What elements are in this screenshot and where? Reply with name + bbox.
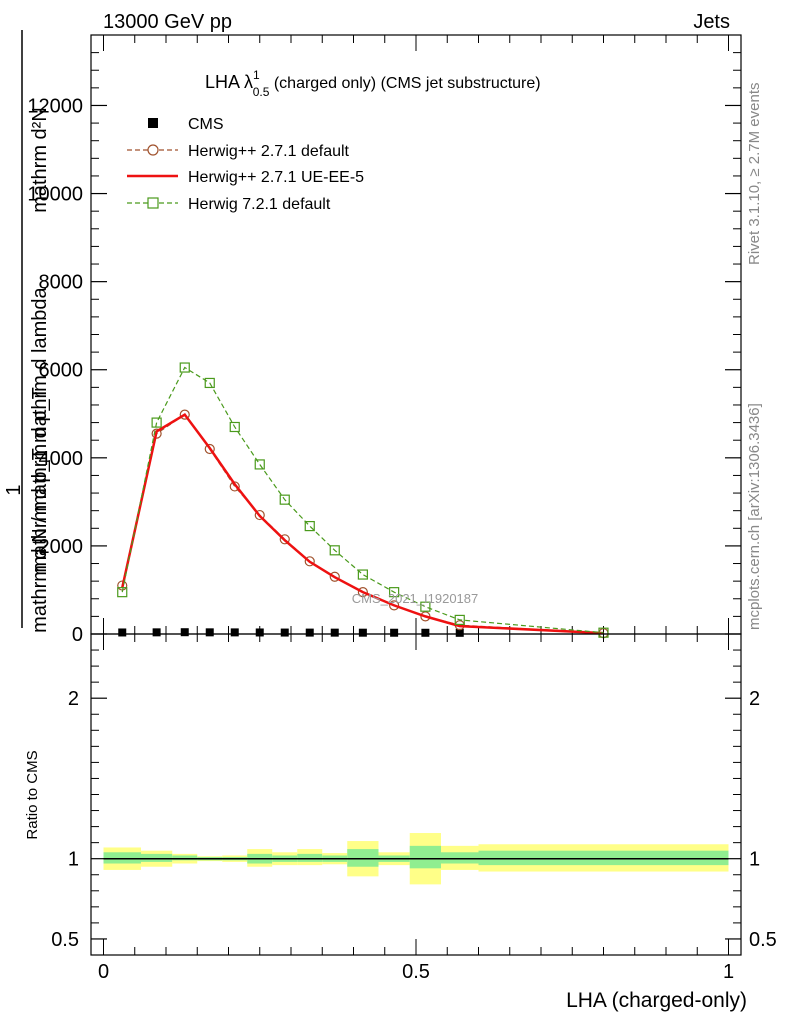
herwig721-point — [389, 587, 400, 598]
herwig721-point — [420, 601, 431, 612]
title-sub: 0.5 — [253, 85, 270, 99]
title-prefix: LHA λ — [205, 72, 253, 92]
herwig-default-point — [279, 534, 290, 545]
ratio-band-inner — [103, 852, 141, 864]
cms-data-point — [455, 628, 464, 637]
legend-entry-label: Herwig++ 2.7.1 UE-EE-5 — [188, 169, 364, 186]
ratio-y-tick-label-right: 2 — [749, 688, 760, 710]
ratio-y-ticks: 0.5 0.5 1 1 2 2 — [51, 649, 777, 951]
cms-data-point — [180, 628, 189, 637]
herwig721-point — [254, 459, 265, 470]
main-y-ticks: 0 2000 4000 6000 8000 10000 12000 — [27, 34, 741, 646]
ratio-band-inner — [172, 855, 198, 861]
herwig-default-point — [357, 587, 368, 598]
y-tick-label: 8000 — [39, 272, 84, 294]
ylabel-denominator: mathrm d p_T mathrm d lambda — [29, 286, 51, 572]
herwig721-point — [304, 520, 315, 532]
main-x-ticks — [103, 35, 729, 634]
header-jets: Jets — [693, 11, 730, 33]
legend: CMS Herwig++ 2.7.1 default Herwig++ 2.7.1 … — [127, 116, 364, 213]
herwig-default-point — [229, 481, 240, 492]
legend-cms-marker — [148, 118, 158, 128]
legend-entry-label: Herwig++ 2.7.1 default — [188, 143, 350, 160]
ratio-band-inner — [347, 849, 379, 867]
rivet-version: Rivet 3.1.10, ≥ 2.7M events — [746, 83, 763, 266]
cms-data-point — [421, 628, 430, 637]
x-tick-label: 1 — [723, 961, 734, 983]
y-tick-label: 6000 — [39, 360, 84, 382]
ratio-y-axis-label: Ratio to CMS — [24, 750, 41, 839]
ratio-y-tick-label-right: 0.5 — [749, 929, 777, 951]
main-y-axis-label: mathrm d²N mathrm d p_T mathrm d lambda … — [3, 30, 51, 633]
ylabel-numerator: mathrm d²N — [29, 107, 51, 213]
ratio-y-tick-label: 0.5 — [51, 929, 79, 951]
herwig-default-point — [204, 443, 215, 455]
main-series-layer — [117, 362, 609, 639]
herwig721-point — [357, 569, 368, 580]
herwig721-point — [329, 545, 340, 556]
y-tick-label: 2000 — [39, 536, 84, 558]
herwig721-point — [151, 417, 162, 428]
ratio-x-ticks: 0 0.5 1 — [98, 634, 734, 983]
plot-title: LHA λ1 0.5 (charged only) (CMS jet substr… — [205, 68, 541, 99]
legend-entry-label: Herwig 7.2.1 default — [188, 196, 331, 213]
ratio-y-tick-label-right: 1 — [749, 849, 760, 871]
cms-data-point — [152, 628, 161, 637]
herwig721-point — [204, 377, 215, 389]
cms-data-point — [118, 628, 127, 637]
ratio-band-inner — [441, 852, 479, 864]
title-sup: 1 — [253, 68, 260, 82]
title-suffix: (charged only) (CMS jet substructure) — [269, 75, 540, 92]
ratio-band-inner — [297, 853, 323, 862]
herwig-default-point — [389, 600, 400, 611]
ratio-plot-border — [90, 633, 742, 956]
cms-data-point — [255, 628, 264, 637]
y-tick-label: 12000 — [27, 95, 83, 117]
legend-square-marker — [147, 197, 159, 209]
herwig721-point — [117, 587, 128, 598]
cms-data-point — [230, 628, 239, 637]
ratio-band-inner — [141, 853, 173, 862]
series-line — [121, 413, 604, 635]
x-tick-label: 0 — [98, 961, 109, 983]
y-tick-label: 0 — [72, 624, 83, 646]
ratio-y-tick-label: 1 — [68, 849, 79, 871]
cms-data-point — [330, 628, 339, 637]
analysis-label: CMS_2021_I1920187 — [352, 591, 479, 606]
herwig-default-point — [254, 509, 265, 521]
herwig721-point — [179, 362, 190, 373]
x-tick-label: 0.5 — [402, 961, 430, 983]
cms-data-point — [390, 628, 399, 637]
cms-data-point — [205, 628, 214, 637]
ratio-plot-frame — [90, 633, 742, 956]
herwig721-point — [279, 494, 290, 505]
legend-circle-marker — [147, 144, 159, 156]
herwig-default-point — [304, 556, 315, 567]
ylabel-prefactor: 1 — [3, 484, 25, 495]
y-tick-label: 4000 — [39, 448, 84, 470]
cms-data-point — [358, 628, 367, 637]
x-axis-label: LHA (charged-only) — [566, 989, 747, 1012]
y-tick-label: 10000 — [27, 184, 83, 206]
cms-data-point — [280, 628, 289, 637]
ratio-band-inner — [409, 845, 441, 869]
herwig-default-point — [329, 571, 340, 582]
ratio-band-inner — [478, 850, 729, 866]
herwig-default-point — [151, 428, 162, 439]
herwig721-point — [454, 614, 465, 626]
herwig-default-point — [179, 409, 190, 420]
ylabel-prefactor-den: mathrm d N / mathrm d p_T — [29, 387, 51, 633]
ratio-y-tick-label: 2 — [68, 688, 79, 710]
header-energy: 13000 GeV pp — [103, 11, 232, 33]
herwig721-point — [229, 421, 240, 433]
cms-data-point — [305, 628, 314, 637]
legend-entry-label: CMS — [188, 116, 224, 133]
mcplots-credit: mcplots.cern.ch [arXiv:1306.3436] — [746, 403, 763, 630]
